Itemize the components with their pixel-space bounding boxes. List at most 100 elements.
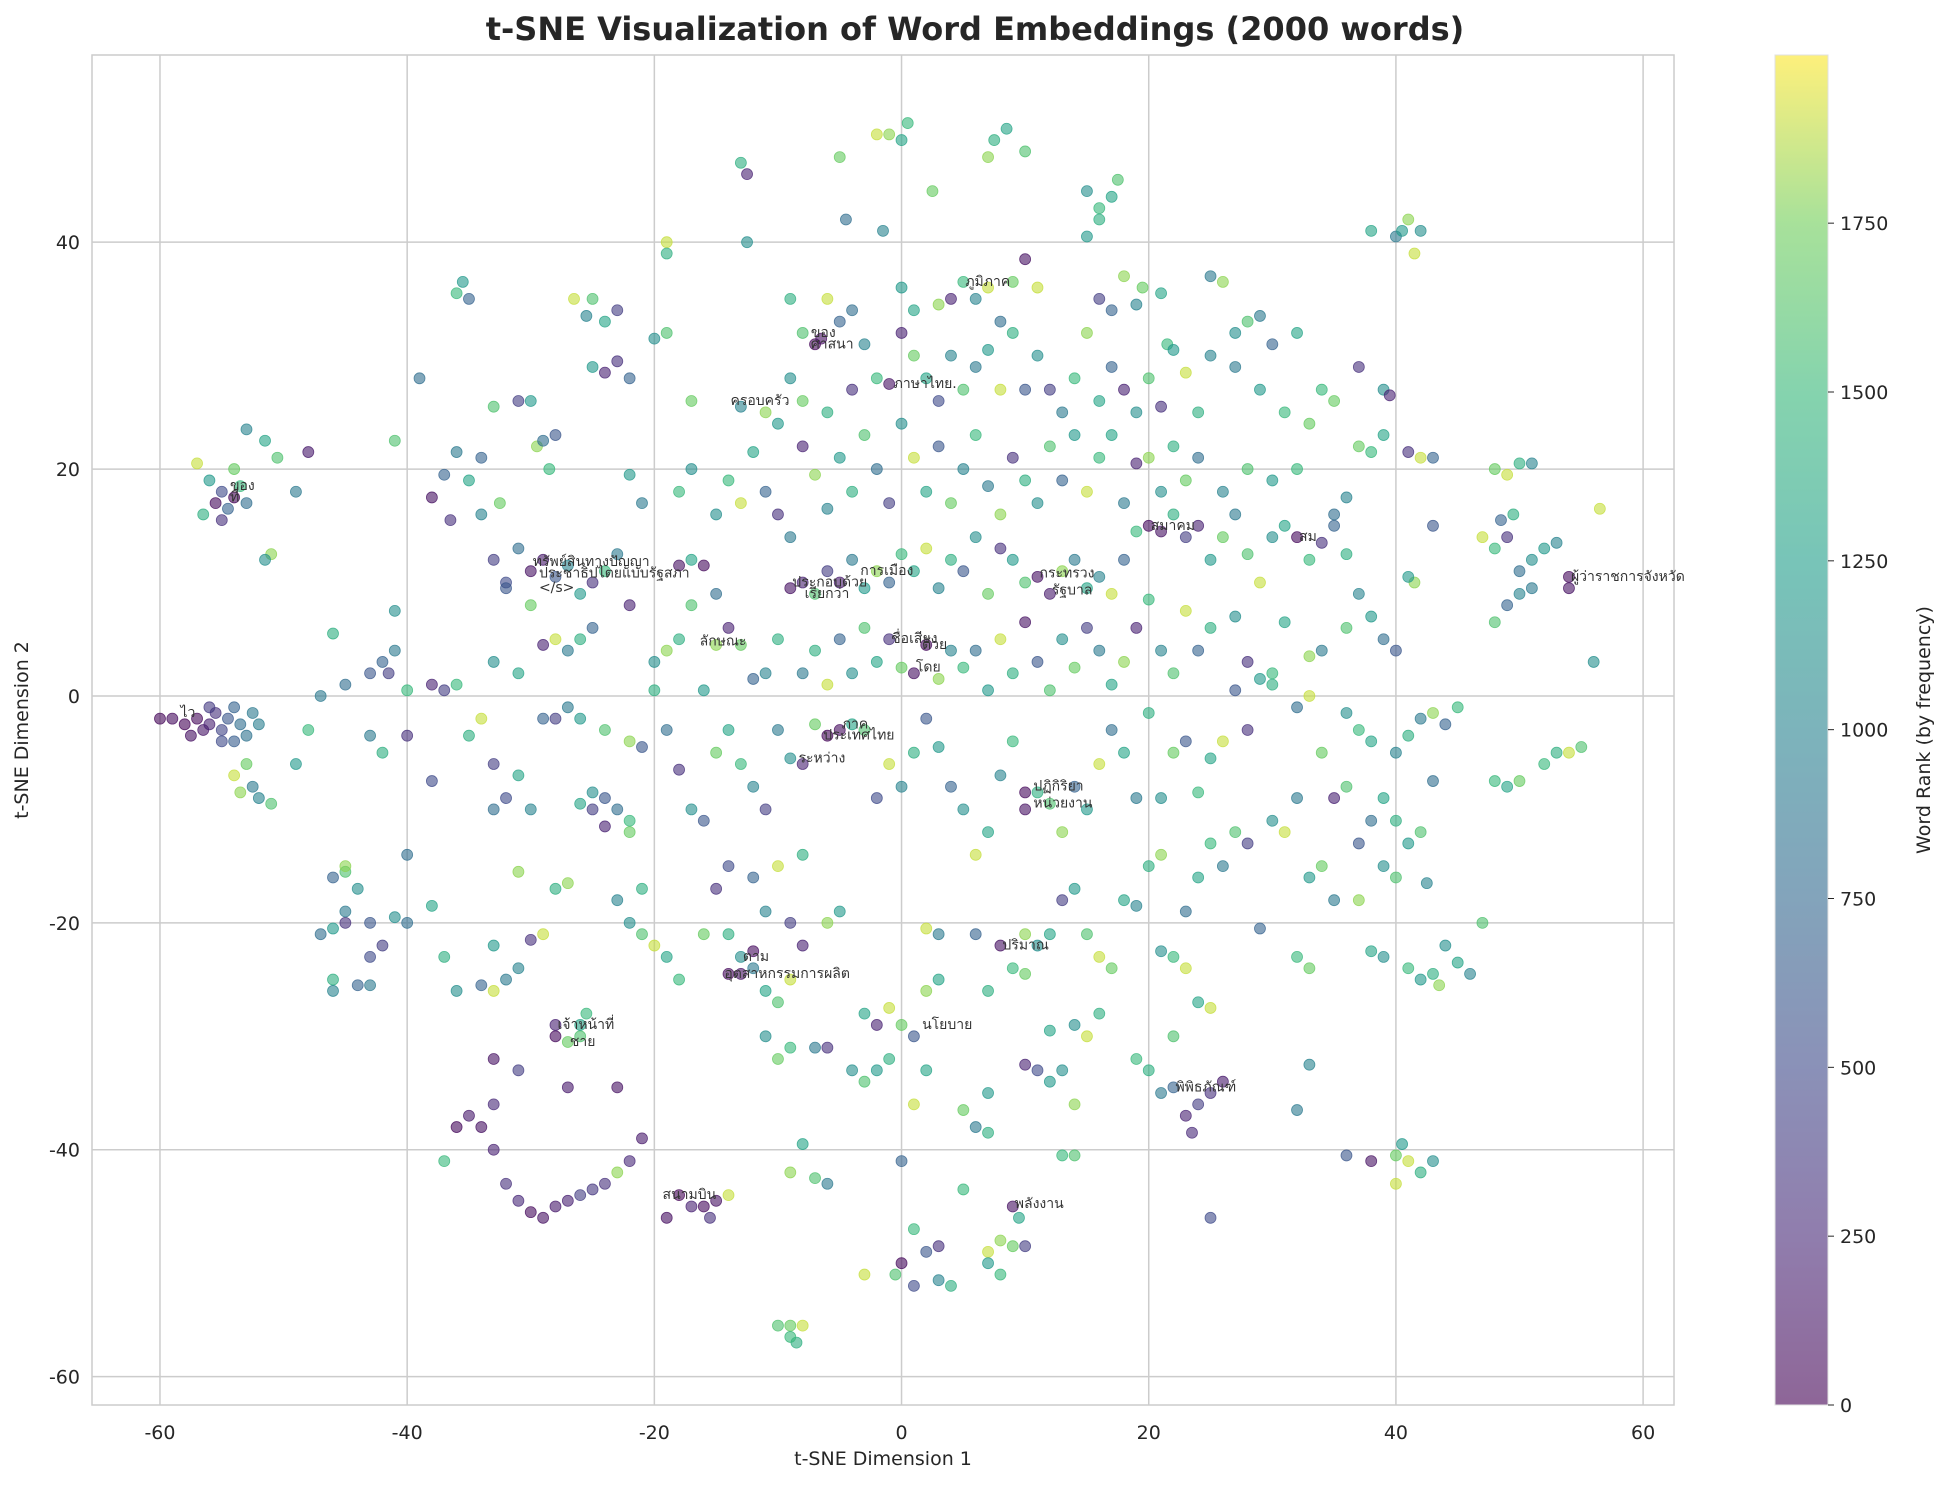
- scatter-point: [512, 962, 525, 975]
- scatter-point: [228, 769, 241, 782]
- scatter-point: [1216, 860, 1229, 873]
- scatter-point: [450, 985, 463, 997]
- word-annotation: ของ: [230, 478, 255, 494]
- scatter-point: [895, 548, 908, 561]
- scatter-point: [1352, 587, 1365, 600]
- scatter-point: [586, 786, 599, 799]
- scatter-point: [1006, 553, 1019, 566]
- scatter-point: [796, 440, 809, 453]
- scatter-point: [957, 565, 970, 578]
- scatter-point: [932, 395, 945, 407]
- scatter-point: [339, 905, 352, 918]
- scatter-point: [1167, 746, 1180, 759]
- scatter-point: [901, 117, 914, 129]
- scatter-point: [1179, 474, 1192, 487]
- scatter-point: [1118, 894, 1130, 907]
- scatter-point: [1365, 735, 1378, 748]
- scatter-point: [1402, 570, 1415, 583]
- scatter-point: [895, 134, 908, 146]
- scatter-point: [376, 746, 389, 759]
- word-annotation: พิพิธภัณฑ์: [1175, 1078, 1236, 1095]
- scatter-point: [858, 429, 871, 441]
- scatter-point: [1501, 599, 1514, 612]
- scatter-point: [549, 570, 562, 583]
- scatter-point: [1006, 327, 1019, 339]
- scatter-point: [833, 905, 846, 918]
- scatter-point: [772, 417, 784, 430]
- scatter-point: [1216, 485, 1229, 498]
- scatter-point: [1365, 446, 1378, 458]
- scatter-point: [710, 639, 723, 651]
- scatter-point: [704, 1211, 716, 1224]
- scatter-point: [364, 667, 376, 680]
- scatter-point: [351, 979, 364, 992]
- scatter-point: [1488, 542, 1501, 555]
- scatter-point: [945, 780, 957, 793]
- scatter-point: [685, 1200, 698, 1213]
- scatter-point: [969, 293, 982, 305]
- scatter-point: [1019, 383, 1032, 396]
- scatter-point: [945, 349, 957, 362]
- colorbar-label: Word Rank (by frequency): [1913, 606, 1935, 854]
- scatter-point: [1006, 962, 1019, 975]
- scatter-point: [487, 656, 500, 668]
- scatter-point: [1563, 746, 1575, 759]
- x-tick-label: 20: [1137, 1422, 1161, 1444]
- scatter-point: [549, 1019, 562, 1031]
- scatter-point: [821, 406, 834, 419]
- scatter-point: [302, 446, 315, 458]
- scatter-point: [228, 491, 241, 504]
- scatter-point: [339, 678, 352, 691]
- scatter-point: [339, 860, 352, 873]
- scatter-point: [1328, 519, 1341, 532]
- scatter-point: [382, 667, 395, 680]
- scatter-point: [1130, 457, 1143, 470]
- scatter-point: [636, 882, 648, 895]
- word-annotation: ชื่อเสียง: [891, 629, 937, 647]
- scatter-point: [376, 656, 389, 668]
- scatter-point: [1081, 621, 1093, 634]
- scatter-point: [957, 661, 970, 674]
- scatter-point: [599, 820, 611, 833]
- scatter-point: [1204, 621, 1217, 634]
- scatter-point: [907, 667, 920, 680]
- scatter-point: [1266, 678, 1279, 691]
- scatter-point: [1352, 361, 1365, 373]
- scatter-point: [982, 151, 994, 164]
- scatter-point: [327, 922, 339, 935]
- colorbar-tick-label: 1250: [1840, 551, 1888, 573]
- scatter-point: [1031, 939, 1044, 952]
- scatter-point: [623, 735, 636, 748]
- scatter-point: [685, 395, 698, 407]
- scatter-point: [1328, 894, 1341, 907]
- scatter-point: [413, 372, 426, 385]
- scatter-point: [1266, 667, 1279, 680]
- scatter-point: [833, 576, 846, 589]
- scatter-point: [833, 633, 846, 646]
- scatter-point: [1142, 1064, 1155, 1077]
- scatter-point: [1303, 553, 1316, 566]
- scatter-point: [215, 514, 228, 527]
- scatter-point: [228, 735, 241, 748]
- scatter-point: [982, 281, 994, 294]
- scatter-point: [907, 565, 920, 578]
- scatter-point: [759, 1030, 772, 1043]
- scatter-point: [222, 502, 234, 515]
- scatter-point: [1241, 656, 1254, 668]
- scatter-point: [1593, 502, 1606, 515]
- x-tick-label: 60: [1631, 1422, 1655, 1444]
- scatter-point: [388, 911, 401, 924]
- scatter-point: [636, 928, 648, 941]
- scatter-point: [1229, 610, 1242, 623]
- scatter-point: [599, 315, 611, 328]
- scatter-point: [500, 792, 512, 804]
- scatter-point: [858, 338, 871, 351]
- scatter-point: [784, 1041, 797, 1054]
- scatter-point: [1155, 287, 1167, 300]
- scatter-point: [772, 1053, 784, 1065]
- scatter-point: [1192, 871, 1205, 884]
- scatter-point: [648, 684, 661, 697]
- scatter-point: [1377, 633, 1390, 646]
- scatter-point: [988, 134, 1001, 146]
- scatter-point: [1507, 508, 1520, 521]
